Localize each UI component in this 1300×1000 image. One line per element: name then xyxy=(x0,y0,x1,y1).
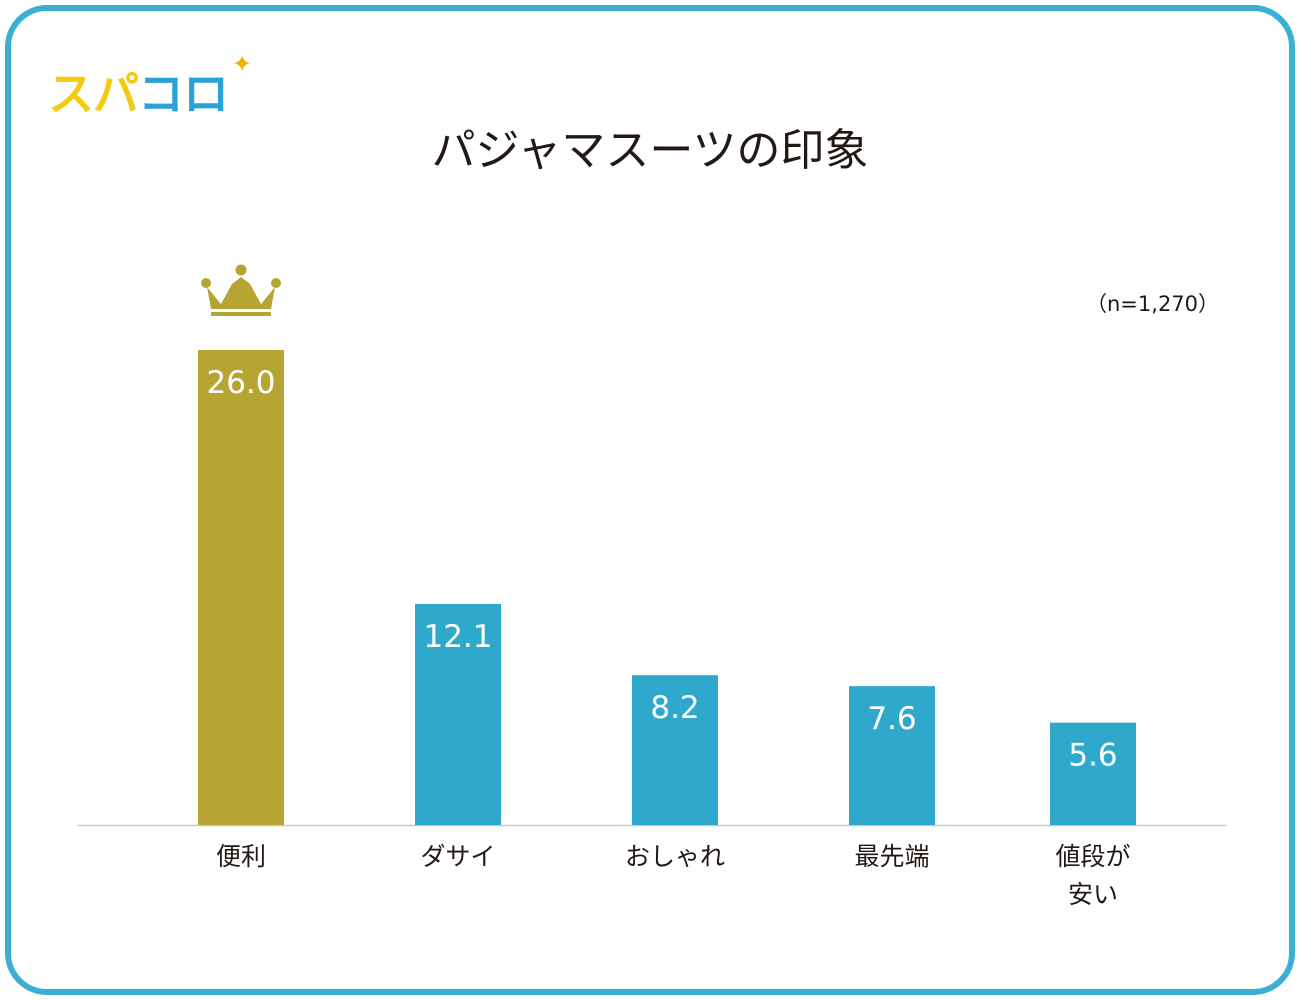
category-label-3: おしゃれ xyxy=(595,838,755,876)
category-label-line: 安い xyxy=(1067,880,1118,909)
bar-1 xyxy=(198,350,284,825)
sparkle-icon: ✦ xyxy=(232,50,252,78)
category-label-line: おしゃれ xyxy=(624,842,725,871)
category-label-line: ダサイ xyxy=(420,842,496,871)
value-label-5: 5.6 xyxy=(1068,738,1117,774)
category-label-2: ダサイ xyxy=(378,838,538,876)
category-label-1: 便利 xyxy=(161,838,321,876)
category-label-4: 最先端 xyxy=(812,838,972,876)
chart-title: パジャマスーツの印象 xyxy=(431,125,869,176)
bar-4 xyxy=(849,686,935,825)
sample-size-note: （n=1,270） xyxy=(1086,292,1220,316)
brand-logo: スパコロ ✦ xyxy=(48,50,252,124)
crown-icon xyxy=(201,264,281,316)
value-label-3: 8.2 xyxy=(650,690,699,726)
category-label-line: 便利 xyxy=(215,842,266,871)
value-label-2: 12.1 xyxy=(423,619,492,655)
brand-logo-text: スパコロ xyxy=(48,67,229,121)
category-label-5: 値段が 安い xyxy=(1013,838,1173,914)
bar-2 xyxy=(415,603,501,825)
category-label-line: 値段が xyxy=(1055,842,1131,871)
category-label-line: 最先端 xyxy=(854,842,930,871)
bar-3 xyxy=(632,675,718,825)
value-label-1: 26.0 xyxy=(206,365,275,401)
value-label-4: 7.6 xyxy=(867,701,916,737)
bar-5 xyxy=(1050,722,1136,825)
